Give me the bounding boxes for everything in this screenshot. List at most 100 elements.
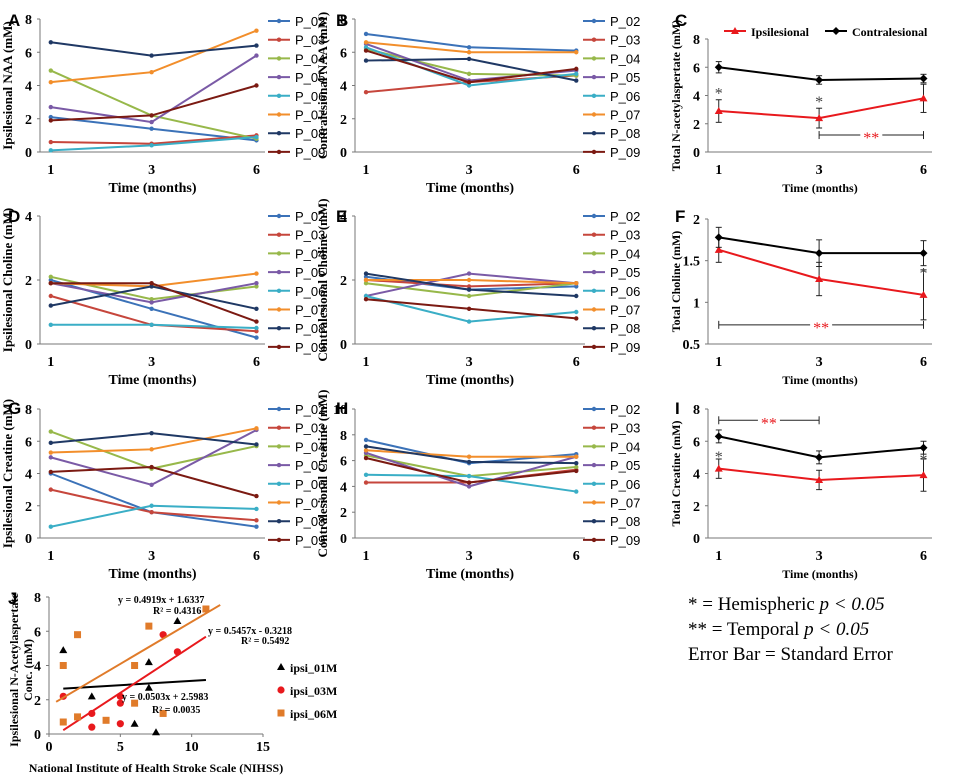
scatter-point-ipsi_06m (131, 662, 139, 669)
panel-letter-i: I (675, 399, 680, 418)
y-tick-label: 2 (340, 274, 347, 289)
legend-label-p_02: P_02 (610, 209, 640, 224)
legend-label-p_09: P_09 (295, 340, 325, 355)
legend-marker-p_07 (276, 307, 282, 312)
legend-marker-p_02 (276, 406, 282, 412)
legend-label-p_04: P_04 (610, 51, 640, 66)
y-tick-label: 4 (693, 468, 700, 483)
legend-marker-p_05 (591, 269, 597, 275)
data-point-p_08 (466, 56, 472, 62)
y-tick-label: 8 (693, 403, 700, 418)
data-point-p_08 (149, 430, 154, 436)
x-tick-label: 1 (715, 549, 722, 564)
summary-legend: Ipsilesional Contralesional (724, 25, 928, 39)
data-point-p_03 (254, 518, 259, 523)
y-tick-label: 2 (693, 213, 700, 228)
data-point-p_05 (254, 53, 259, 58)
x-tick-label: 3 (148, 163, 155, 178)
y-tick-label: 2 (25, 500, 32, 515)
data-point-p_08 (574, 293, 579, 299)
data-point-p_02 (363, 31, 369, 37)
legend-marker-p_03 (591, 37, 597, 42)
y-tick-label: 6 (340, 455, 347, 470)
panel-f: 0.5 1 1.5 2 1 3 6 Time (months) Total Choline (m… (669, 213, 932, 387)
scatter-point-ipsi_06m (159, 709, 167, 717)
data-point-p_05 (466, 271, 472, 276)
legend-label-p_07: P_07 (610, 496, 640, 511)
data-point-p_06 (48, 524, 53, 529)
legend-marker-p_05 (591, 462, 597, 468)
scatter-point-ipsi_06m (145, 622, 153, 630)
y-axis-label: Contralesional Choline (mM) (315, 198, 330, 361)
legend-marker-p_09 (591, 149, 597, 155)
data-point-contralesional (919, 443, 928, 452)
data-point-p_09 (48, 281, 53, 286)
y-tick-label: 6 (693, 61, 700, 76)
legend-label-p_04: P_04 (295, 51, 325, 66)
y-tick-label: 2 (340, 506, 347, 521)
x-tick-label: 6 (573, 549, 580, 564)
legend-label-p_05: P_05 (610, 70, 640, 85)
y-tick-label: 4 (340, 480, 347, 495)
y-tick-label: 8 (25, 403, 32, 418)
significance-asterisk: * (715, 86, 723, 103)
bracket-label-bg (860, 128, 883, 141)
data-point-p_05 (149, 119, 154, 125)
legend-marker-p_02 (591, 406, 597, 412)
panel-h: 0 2 4 6 8 10 1 3 6 Time (months) Contralesional Cr… (315, 389, 640, 582)
key-hemispheric: * = Hemispheric p < 0.05 (688, 594, 885, 615)
legend-label-p_03: P_03 (295, 228, 325, 243)
legend-label-p_05: P_05 (295, 70, 325, 85)
data-point-p_09 (363, 297, 369, 302)
series-line-p_08 (50, 41, 257, 57)
data-point-p_04 (466, 71, 472, 77)
y-tick-label: 0.5 (683, 338, 701, 353)
scatter-point-ipsi_01m (173, 616, 182, 624)
x-tick-label: 6 (253, 163, 260, 178)
legend-marker-p_04 (591, 444, 597, 449)
legend-marker-p_05 (276, 74, 282, 80)
legend-marker-p_07 (591, 307, 597, 312)
legend-marker-p_02 (591, 213, 597, 219)
x-tick-label: 1 (715, 355, 722, 370)
legend-marker-ipsi_01m (277, 663, 285, 670)
legend-label-p_08: P_08 (610, 514, 640, 529)
legend-label-p_06: P_06 (610, 89, 640, 104)
data-point-p_08 (149, 284, 154, 289)
y-tick-label: 4 (693, 90, 700, 105)
legend-label-p_08: P_08 (610, 126, 640, 141)
data-point-p_07 (48, 450, 53, 455)
data-point-p_08 (574, 78, 579, 83)
x-axis-label: Time (months) (782, 181, 857, 195)
data-point-p_05 (466, 484, 472, 489)
temporal-asterisks: ** (813, 320, 829, 337)
y-axis-label: Ipsilesional Choline (mM) (0, 208, 15, 352)
scatter-point-ipsi_06m (74, 713, 82, 721)
x-tick-label: 0 (46, 740, 53, 755)
bracket-label-bg (810, 317, 833, 330)
data-point-p_07 (363, 277, 369, 283)
legend-marker-p_06 (276, 288, 282, 293)
data-point-p_02 (254, 524, 259, 529)
y-tick-label: 0 (34, 728, 41, 743)
x-axis-label: Time (months) (108, 567, 196, 582)
data-point-contralesional (919, 74, 928, 83)
data-point-ipsilesional (714, 245, 723, 253)
key-error-bar: Error Bar = Standard Error (688, 644, 893, 665)
legend-marker-p_06 (591, 288, 597, 293)
y-axis-label: Contralesional NAA (mM) (315, 12, 330, 159)
data-point-p_06 (254, 506, 259, 512)
y-axis-label: Ipsilesional N-AcetylaspertateConc. (mM) (7, 593, 35, 747)
panel-g: 0 2 4 6 8 1 3 6 Time (months) Ipsilesional Creati… (0, 399, 325, 582)
legend-marker-p_06 (276, 93, 282, 99)
x-tick-label: 6 (920, 163, 927, 178)
data-point-p_08 (466, 287, 472, 292)
legend-label-p_02: P_02 (295, 14, 325, 29)
x-tick-label: 5 (117, 740, 124, 755)
temporal-asterisks: ** (863, 130, 879, 147)
y-axis-label: Total Choline (mM) (669, 231, 683, 333)
y-tick-label: 1 (693, 296, 700, 311)
panel-i: 0 2 4 6 8 1 3 6 Time (months) Total Creatine (mM)… (669, 403, 932, 581)
data-point-p_02 (574, 284, 579, 289)
panel-e: 0 2 4 1 3 6 Time (months) Contralesional Cholin… (315, 198, 640, 388)
